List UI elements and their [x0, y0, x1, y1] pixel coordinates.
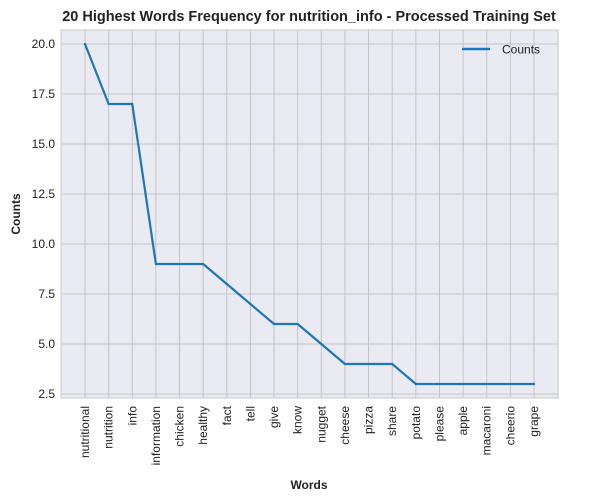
y-tick-label: 2.5 — [38, 387, 55, 401]
x-axis: nutritional nutrition info information chick… — [78, 405, 541, 465]
legend-label-counts: Counts — [502, 43, 540, 57]
data-point — [202, 262, 205, 266]
x-axis-label: Words — [290, 478, 327, 492]
x-tick-label: please — [432, 406, 446, 442]
y-tick-label: 5.0 — [38, 337, 55, 351]
grid — [61, 30, 558, 398]
x-tick-label: nutritional — [78, 406, 92, 458]
plot-border — [60, 29, 559, 399]
data-point — [438, 382, 441, 386]
legend: Counts — [462, 43, 540, 57]
x-tick-label: chicken — [173, 406, 187, 447]
x-tick-label: cheerio — [503, 406, 517, 446]
x-tick-label: cheese — [338, 406, 352, 445]
data-point — [178, 262, 181, 266]
data-point — [320, 342, 323, 346]
data-point — [462, 382, 465, 386]
data-point — [532, 382, 536, 386]
data-point — [296, 322, 299, 326]
x-tick-label: info — [125, 406, 139, 426]
x-tick-label: macaroni — [480, 406, 494, 455]
data-point — [509, 382, 512, 386]
x-tick-label: nutrition — [102, 406, 116, 449]
x-tick-label: share — [385, 406, 399, 436]
x-tick-label: nugget — [314, 405, 328, 442]
data-point — [83, 42, 87, 46]
x-tick-label: grape — [527, 406, 541, 437]
x-tick-label: healthy — [196, 406, 210, 445]
data-point — [391, 362, 394, 366]
data-point — [414, 382, 417, 386]
x-tick-label: give — [267, 406, 281, 428]
data-point — [367, 362, 370, 366]
data-point — [249, 302, 252, 306]
chart-title: 20 Highest Words Frequency for nutrition… — [62, 9, 556, 25]
plot-background — [61, 30, 558, 398]
data-point — [107, 102, 110, 106]
data-point — [343, 362, 347, 366]
y-tick-label: 17.5 — [32, 87, 56, 101]
x-tick-label: fact — [220, 405, 234, 425]
y-tick-label: 7.5 — [38, 287, 55, 301]
x-tick-label: apple — [456, 406, 470, 436]
data-point — [272, 322, 276, 326]
data-point — [485, 382, 488, 386]
data-point — [225, 282, 228, 286]
x-tick-label: tell — [243, 406, 257, 421]
y-tick-label: 10.0 — [32, 237, 56, 251]
x-tick-label: potato — [409, 406, 423, 440]
x-tick-label: pizza — [362, 406, 376, 434]
data-point — [154, 262, 157, 266]
x-tick-label: know — [291, 406, 305, 434]
y-axis-label: Counts — [9, 193, 23, 235]
x-tick-label: information — [149, 406, 163, 465]
y-axis: 2.5 5.0 7.5 10.0 12.5 15.0 17.5 20.0 — [32, 37, 56, 401]
data-point — [131, 102, 134, 106]
y-tick-label: 12.5 — [32, 187, 56, 201]
series — [83, 42, 536, 386]
series-line-counts — [83, 42, 536, 386]
y-tick-label: 20.0 — [32, 37, 56, 51]
y-tick-label: 15.0 — [32, 137, 56, 151]
